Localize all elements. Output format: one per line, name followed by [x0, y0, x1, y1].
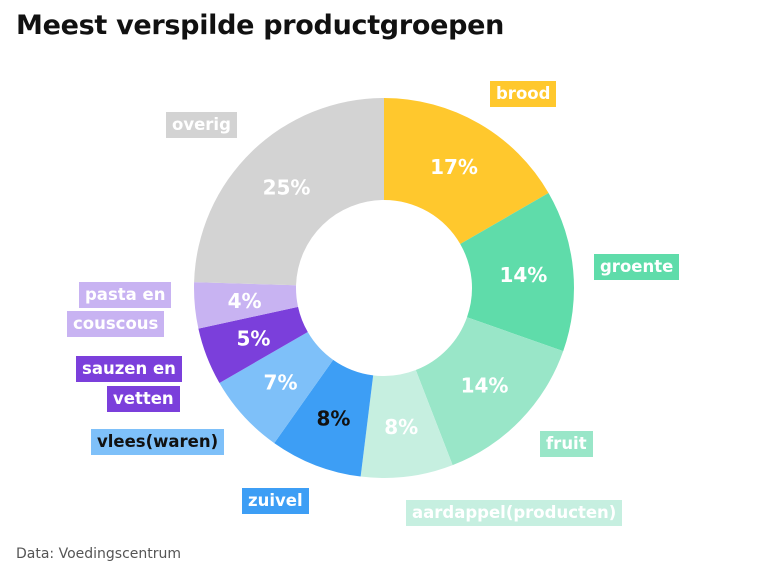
slice-value-zuivel: 8%: [316, 407, 350, 431]
slice-value-vlees-waren: 7%: [264, 370, 298, 394]
slice-fruit: [415, 317, 564, 466]
slice-groente: [460, 193, 574, 352]
slice-value-pasta-en-couscous: 4%: [228, 289, 262, 313]
label-zuivel: zuivel: [242, 488, 309, 514]
slice-zuivel: [274, 359, 374, 477]
label-overig: overig: [166, 112, 237, 138]
slice-brood: [384, 98, 549, 244]
label-sauzen-en-vetten-line-2: vetten: [107, 386, 180, 412]
slice-pasta-en-couscous: [194, 282, 299, 329]
slice-value-aardappel-producten: 8%: [384, 415, 418, 439]
chart-title: Meest verspilde productgroepen: [16, 10, 505, 41]
slice-sauzen-en-vetten: [198, 306, 308, 383]
label-aardappel-producten: aardappel(producten): [406, 500, 623, 526]
source-note: Data: Voedingscentrum: [16, 546, 182, 562]
slice-vlees-waren: [219, 332, 334, 444]
slice-overig: [194, 98, 384, 286]
label-groente: groente: [594, 254, 680, 280]
label-sauzen-en-vetten-line-1: sauzen en: [76, 356, 182, 382]
slice-value-groente: 14%: [499, 263, 547, 287]
slice-value-fruit: 14%: [461, 373, 509, 397]
label-pasta-en-couscous-line-1: pasta en: [79, 282, 172, 308]
slice-value-sauzen-en-vetten: 5%: [236, 327, 270, 351]
label-brood: brood: [490, 81, 557, 107]
slice-value-overig: 25%: [263, 175, 311, 199]
label-fruit: fruit: [540, 431, 593, 457]
label-pasta-en-couscous-line-2: couscous: [67, 311, 165, 337]
label-vlees-waren: vlees(waren): [91, 429, 225, 455]
slice-aardappel-producten: [360, 370, 453, 478]
slice-value-brood: 17%: [430, 155, 478, 179]
